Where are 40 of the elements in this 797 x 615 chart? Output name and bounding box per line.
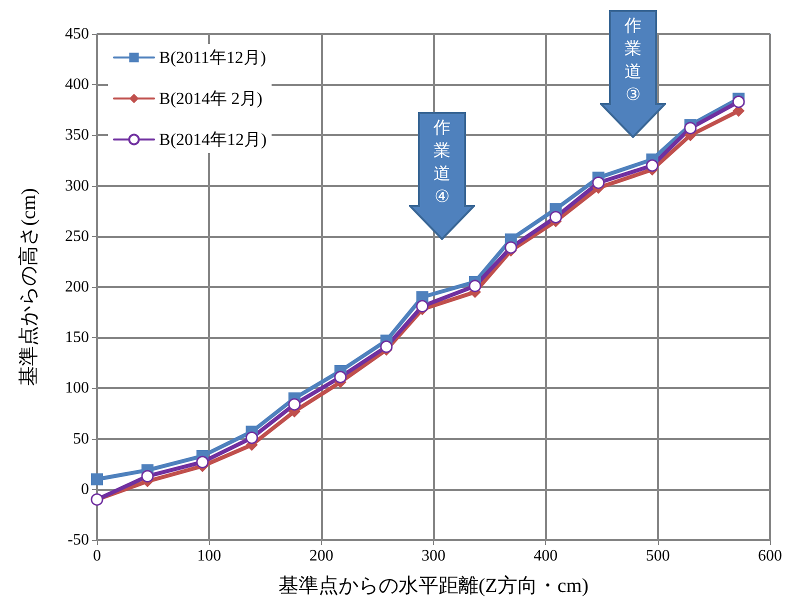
point <box>468 280 482 292</box>
x-tick-label: 500 <box>646 548 670 564</box>
x-axis-title: 基準点からの水平距離(Z方向・cm) <box>278 574 588 597</box>
y-tick-label: 150 <box>65 329 89 346</box>
point <box>504 241 518 254</box>
y-tick-label: 300 <box>65 177 89 194</box>
x-tick-label: 0 <box>93 548 101 564</box>
y-tick-label: 0 <box>81 480 89 498</box>
point <box>416 300 429 312</box>
annotation: 作業道④ <box>432 117 452 208</box>
annotation: 作業道③ <box>624 15 642 106</box>
y-tick-label: 250 <box>65 228 89 245</box>
y-tick-label: 200 <box>65 278 89 296</box>
x-tick-label: 300 <box>422 548 446 564</box>
point <box>732 96 745 108</box>
point <box>141 470 154 482</box>
point <box>646 159 658 172</box>
x-tick-label: 600 <box>758 548 782 564</box>
x-tick-label: 100 <box>197 548 222 564</box>
y-axis-title: 基準点からの高さ(cm) <box>17 188 40 386</box>
point <box>196 456 209 468</box>
y-tick-label: 100 <box>65 380 89 397</box>
point <box>380 340 393 353</box>
y-tick-label: 400 <box>65 76 89 94</box>
legend-label: B(2014年 2月) <box>159 89 262 108</box>
point <box>550 210 562 224</box>
x-tick-label: 400 <box>534 548 558 564</box>
point <box>288 398 301 411</box>
legend-label: B(2011年12月) <box>159 48 266 67</box>
y-tick-label: 50 <box>73 430 89 448</box>
legend-label: B(2014年12月) <box>159 130 267 149</box>
point <box>246 432 258 444</box>
x-tick-label: 200 <box>309 548 334 564</box>
point <box>684 122 697 134</box>
point <box>91 473 103 486</box>
y-tick-label: 450 <box>65 26 89 42</box>
y-tick-label: -50 <box>68 532 89 548</box>
y-tick-label: 350 <box>65 126 89 144</box>
point <box>592 176 605 190</box>
point <box>334 370 347 384</box>
